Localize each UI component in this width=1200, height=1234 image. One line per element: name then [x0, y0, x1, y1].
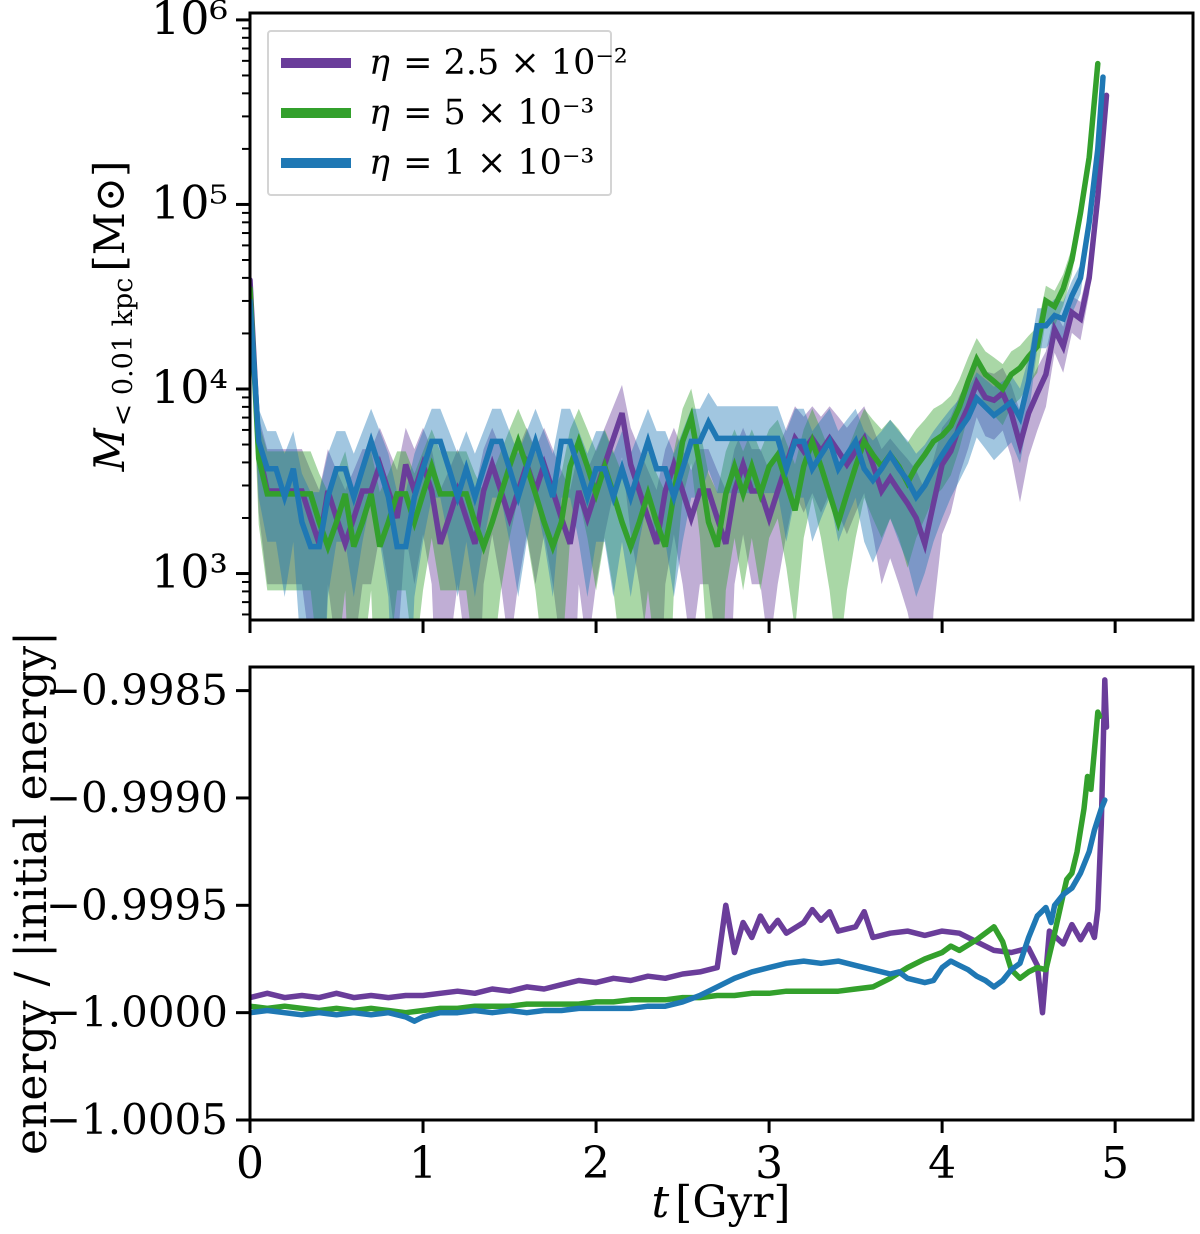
y-tick-label: −1.0005 — [46, 1095, 228, 1144]
y-tick-label: 10⁵ — [151, 175, 228, 229]
x-tick-label: 3 — [755, 1138, 783, 1189]
legend-eta-symbol: η — [369, 143, 390, 183]
top-y-axis-label-subscript: < 0.01 kpc — [108, 277, 139, 427]
y-tick-label: 10⁶ — [151, 0, 228, 45]
bottom-panel-plot-area — [250, 677, 1110, 1024]
legend-eta-symbol: η — [369, 43, 390, 83]
x-axis-label-unit: [Gyr] — [675, 1177, 791, 1228]
top-panel-plot-area — [250, 59, 1110, 620]
bottom-y-axis-label: energy / |initial energy| — [6, 631, 57, 1155]
y-tick-label: 10⁴ — [151, 360, 228, 414]
legend-swatch-blue — [281, 158, 351, 168]
legend-eta-symbol: η — [369, 93, 390, 133]
legend-value: = 1 × 10⁻³ — [391, 143, 595, 183]
legend-label: η = 5 × 10⁻³ — [369, 93, 594, 133]
top-panel-tick-labels: 10³ 10⁴ 10⁵ 10⁶ — [151, 0, 228, 599]
x-axis-label-symbol: t — [651, 1177, 670, 1228]
bottom-panel-tick-labels: 0 1 2 3 4 5 −0.9985 −0.9990 −0.9995 −1.0000 −1.000… — [46, 666, 1129, 1189]
top-panel-band-eta=2.5e-2 — [250, 90, 1107, 620]
bottom-panel-line-eta=1e-3 — [250, 797, 1108, 1024]
legend-value: = 2.5 × 10⁻² — [391, 43, 628, 83]
top-panel-line-eta=1e-3 — [250, 74, 1106, 550]
bottom-panel-ticks — [236, 689, 1117, 1133]
top-y-axis-label-unit: [M⊙] — [85, 160, 134, 272]
top-panel-spines — [248, 11, 1195, 622]
top-y-axis-label-symbol: M — [85, 428, 134, 472]
x-tick-label: 2 — [582, 1138, 610, 1189]
legend-label: η = 2.5 × 10⁻² — [369, 43, 628, 83]
top-panel-ticks — [236, 18, 1117, 633]
x-tick-label: 1 — [409, 1138, 437, 1189]
y-tick-label: −0.9985 — [46, 666, 228, 715]
y-tick-label: −0.9990 — [46, 773, 228, 822]
x-tick-label: 4 — [928, 1138, 956, 1189]
legend-entry-eta-1e-3: η = 1 × 10⁻³ — [269, 143, 610, 183]
bottom-panel-spines — [248, 665, 1195, 1122]
x-tick-label: 5 — [1101, 1138, 1129, 1189]
y-tick-label: −1.0000 — [46, 988, 228, 1037]
bottom-panel-line-eta=5e-3 — [250, 709, 1103, 1016]
legend-value: = 5 × 10⁻³ — [391, 93, 595, 133]
x-axis-label: t [Gyr] — [571, 1178, 871, 1228]
legend-entry-eta-5e-3: η = 5 × 10⁻³ — [269, 93, 610, 133]
legend-entry-eta-2.5e-2: η = 2.5 × 10⁻² — [269, 43, 628, 83]
legend-swatch-purple — [281, 58, 351, 68]
y-tick-label: −0.9995 — [46, 880, 228, 929]
bottom-panel-line-eta=2.5e-2 — [250, 677, 1110, 1016]
legend-label: η = 1 × 10⁻³ — [369, 143, 594, 183]
top-y-axis-label: M< 0.01 kpc [M⊙] — [82, 6, 139, 626]
x-tick-label: 0 — [236, 1138, 264, 1189]
y-tick-label: 10³ — [151, 545, 228, 599]
legend-swatch-green — [281, 108, 351, 118]
legend: η = 2.5 × 10⁻² η = 5 × 10⁻³ η = 1 × 10⁻³ — [267, 30, 628, 196]
